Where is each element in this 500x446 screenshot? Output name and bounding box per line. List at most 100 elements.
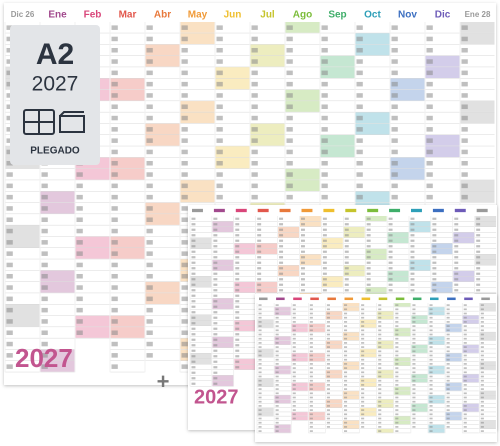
day-mark <box>181 206 188 211</box>
day-mark <box>412 375 416 378</box>
day-mark <box>463 346 467 348</box>
day-mark <box>213 217 218 220</box>
day-mark <box>279 272 284 275</box>
weekend-cell <box>428 307 445 311</box>
weekend-cell <box>360 378 377 383</box>
day-mark <box>378 354 382 357</box>
weekend-cell <box>110 157 145 169</box>
day-mark <box>258 384 262 386</box>
day-mark <box>292 405 296 407</box>
day-mark <box>378 400 382 403</box>
day-mark <box>191 261 196 264</box>
day-mark <box>356 59 363 64</box>
day-mark <box>344 421 348 424</box>
weekend-cell <box>479 332 496 337</box>
month-header <box>361 297 371 301</box>
day-mark <box>191 344 196 347</box>
weekend-cell <box>462 378 479 383</box>
day-mark <box>41 228 48 234</box>
day-mark <box>361 426 365 428</box>
weekend-cell <box>180 180 215 191</box>
weekend-cell <box>360 349 377 353</box>
day-mark <box>235 305 240 308</box>
day-mark <box>356 104 363 110</box>
day-mark <box>146 285 153 290</box>
day-mark <box>395 367 399 369</box>
day-mark <box>41 364 48 369</box>
day-mark <box>412 405 416 407</box>
day-mark <box>326 312 330 315</box>
day-mark <box>412 371 416 374</box>
day-mark <box>391 127 398 132</box>
day-mark <box>191 245 196 248</box>
day-mark <box>326 329 330 332</box>
day-mark <box>412 379 416 382</box>
weekend-cell <box>462 345 479 349</box>
weekend-cell <box>212 298 234 304</box>
weekend-cell <box>190 243 212 249</box>
day-mark <box>309 333 313 336</box>
day-mark <box>292 358 296 361</box>
weekend-cell <box>445 357 462 362</box>
day-mark <box>463 321 467 323</box>
day-mark <box>432 217 437 220</box>
day-mark <box>275 405 279 407</box>
day-mark <box>309 405 313 407</box>
day-mark <box>111 138 118 143</box>
day-mark <box>378 388 382 390</box>
weekend-cell <box>355 44 390 56</box>
day-mark <box>446 392 450 395</box>
day-mark <box>344 304 348 306</box>
day-mark <box>275 375 279 378</box>
day-mark <box>213 283 218 286</box>
day-mark <box>279 278 284 281</box>
day-mark <box>410 278 415 281</box>
day-mark <box>378 384 382 386</box>
day-mark <box>344 426 348 428</box>
weekend-cell <box>428 340 445 345</box>
day-mark <box>258 396 262 399</box>
day-mark <box>461 25 468 30</box>
day-mark <box>326 426 330 428</box>
day-mark <box>344 430 348 432</box>
day-mark <box>454 278 459 281</box>
day-mark <box>366 267 371 270</box>
day-mark <box>146 81 153 87</box>
day-mark <box>446 384 450 386</box>
badge-year: 2027 <box>32 73 79 96</box>
day-mark <box>213 239 218 242</box>
day-mark <box>309 421 313 424</box>
weekend-cell <box>343 361 360 366</box>
day-mark <box>292 325 296 327</box>
weekend-cell <box>475 216 497 221</box>
day-mark <box>461 183 468 189</box>
day-mark <box>235 245 240 248</box>
day-mark <box>426 59 433 64</box>
month-label: Dic 26 <box>11 10 35 19</box>
day-mark <box>344 342 348 344</box>
day-mark <box>344 217 349 220</box>
weekend-cell <box>110 236 145 248</box>
weekend-cell <box>75 327 110 338</box>
day-mark <box>181 183 188 189</box>
weekend-cell <box>355 112 390 124</box>
day-mark <box>395 396 399 399</box>
day-mark <box>426 149 433 155</box>
day-mark <box>446 426 450 428</box>
day-mark <box>275 304 279 306</box>
day-mark <box>446 342 450 344</box>
day-mark <box>76 217 83 223</box>
month-header <box>454 208 466 213</box>
day-mark <box>251 47 258 53</box>
day-mark <box>446 316 450 319</box>
day-mark <box>476 289 481 292</box>
day-mark <box>326 367 330 369</box>
day-mark <box>378 337 382 340</box>
day-mark <box>412 396 416 399</box>
day-mark <box>181 127 188 132</box>
day-mark <box>181 217 188 223</box>
day-mark <box>235 322 240 325</box>
day-mark <box>426 172 433 177</box>
weekend-cell <box>343 265 365 271</box>
day-mark <box>480 358 484 361</box>
